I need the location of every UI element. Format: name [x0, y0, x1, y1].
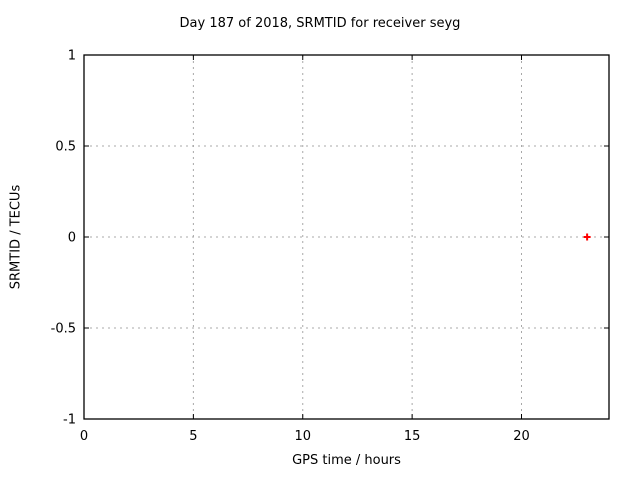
chart-title: Day 187 of 2018, SRMTID for receiver sey… — [179, 16, 461, 31]
data-point-marker — [583, 233, 591, 241]
x-axis-label: GPS time / hours — [292, 453, 401, 468]
x-tick-label: 10 — [294, 429, 311, 444]
y-tick-label: 0 — [68, 231, 76, 246]
x-tick-label: 0 — [80, 429, 88, 444]
y-tick-label: -0.5 — [51, 322, 76, 337]
plot-border — [83, 54, 610, 420]
x-tick-label: 20 — [513, 429, 530, 444]
y-tick-label: -1 — [63, 413, 76, 428]
x-tick-label: 15 — [404, 429, 421, 444]
y-tick-label: 0.5 — [55, 140, 76, 155]
x-tick-label: 5 — [189, 429, 197, 444]
y-tick-label: 1 — [68, 49, 76, 64]
